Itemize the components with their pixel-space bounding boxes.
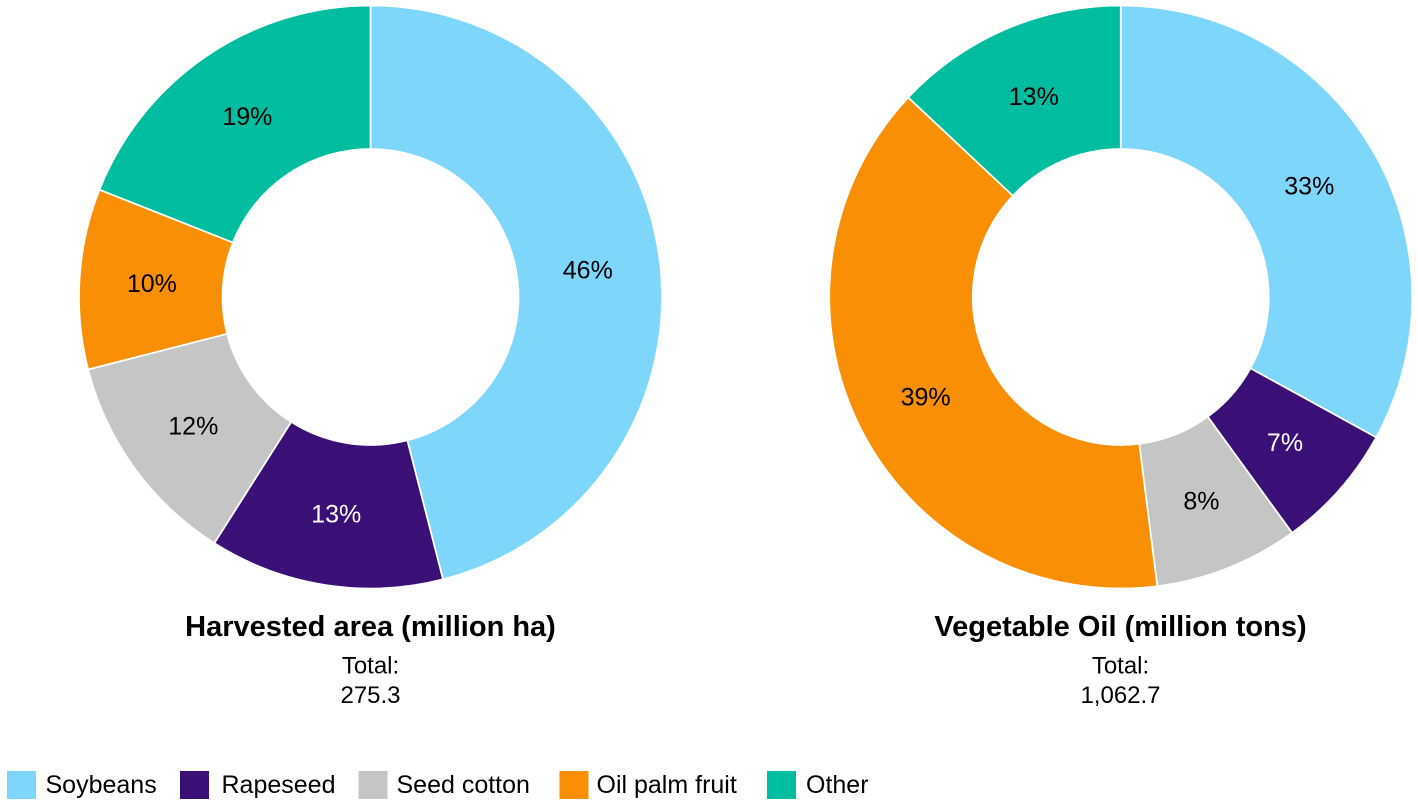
svg-text:12%: 12% xyxy=(168,413,218,441)
svg-text:10%: 10% xyxy=(127,270,177,298)
svg-text:Total:: Total: xyxy=(1092,653,1149,680)
svg-text:13%: 13% xyxy=(1009,83,1059,111)
svg-text:Rapeseed: Rapeseed xyxy=(222,771,336,799)
svg-text:13%: 13% xyxy=(311,500,361,528)
svg-text:Vegetable Oil (million tons): Vegetable Oil (million tons) xyxy=(934,611,1306,643)
svg-text:Seed cotton: Seed cotton xyxy=(397,771,530,799)
svg-text:275.3: 275.3 xyxy=(340,682,400,709)
svg-text:8%: 8% xyxy=(1183,488,1219,516)
svg-text:1,062.7: 1,062.7 xyxy=(1080,682,1160,709)
svg-text:Other: Other xyxy=(806,771,869,799)
svg-text:Oil palm fruit: Oil palm fruit xyxy=(597,771,737,799)
svg-text:46%: 46% xyxy=(563,257,613,285)
svg-text:Harvested area (million ha): Harvested area (million ha) xyxy=(185,611,556,643)
svg-text:Total:: Total: xyxy=(342,653,399,680)
svg-text:Soybeans: Soybeans xyxy=(46,771,157,799)
svg-text:39%: 39% xyxy=(901,383,951,411)
svg-text:19%: 19% xyxy=(222,103,272,131)
svg-text:33%: 33% xyxy=(1284,173,1334,201)
svg-text:7%: 7% xyxy=(1267,429,1303,457)
